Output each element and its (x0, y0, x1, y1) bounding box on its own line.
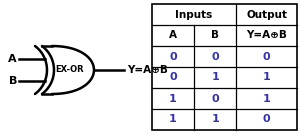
Text: 1: 1 (211, 114, 219, 124)
Bar (152, 4, 297, 130)
Text: Y=A⊕B: Y=A⊕B (127, 65, 168, 75)
Text: 0: 0 (169, 72, 177, 82)
Text: 0: 0 (211, 94, 219, 104)
Text: 1: 1 (169, 114, 177, 124)
Text: EX-OR: EX-OR (56, 65, 84, 75)
Text: 0: 0 (263, 51, 270, 62)
Text: B: B (211, 31, 219, 40)
Text: Inputs: Inputs (176, 9, 213, 19)
Text: A: A (169, 31, 177, 40)
Text: 0: 0 (169, 51, 177, 62)
Text: 0: 0 (211, 51, 219, 62)
Text: 1: 1 (263, 94, 270, 104)
Text: 1: 1 (263, 72, 270, 82)
Text: 1: 1 (211, 72, 219, 82)
Text: 0: 0 (263, 114, 270, 124)
Text: B: B (9, 76, 17, 86)
Text: 1: 1 (169, 94, 177, 104)
Text: Output: Output (246, 9, 287, 19)
Text: Y=A⊕B: Y=A⊕B (246, 31, 287, 40)
Text: A: A (8, 54, 17, 64)
